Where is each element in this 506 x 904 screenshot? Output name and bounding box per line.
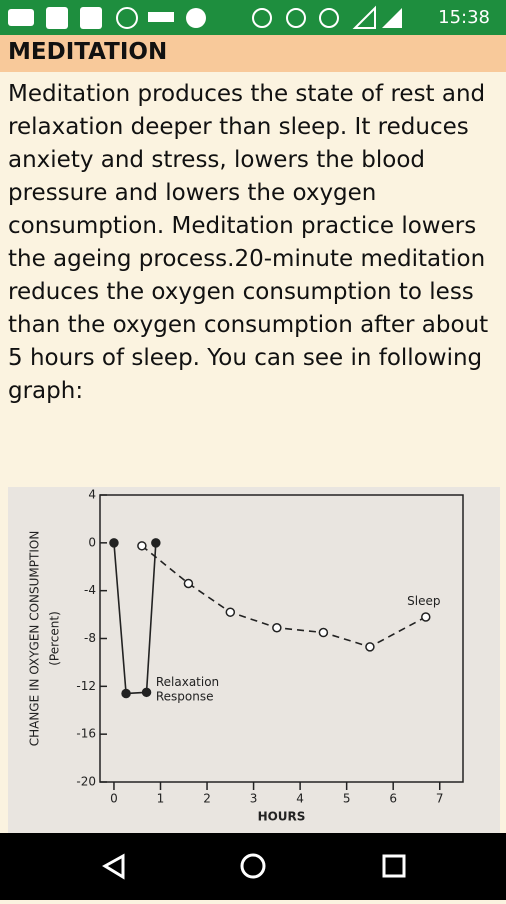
x-tick-label: 1 <box>157 792 165 806</box>
annotation: Relaxation <box>156 675 219 689</box>
clock: 15:38 <box>438 7 490 28</box>
x-tick-label: 6 <box>389 792 397 806</box>
data-point <box>141 687 152 698</box>
y-axis-label: CHANGE IN OXYGEN CONSUMPTION <box>28 531 42 747</box>
annotation: Sleep <box>407 594 440 608</box>
y-tick-label: -20 <box>76 775 96 789</box>
y-tick-label: -12 <box>76 679 96 693</box>
article-text: Meditation produces the state of rest an… <box>8 81 489 404</box>
data-point <box>421 612 431 622</box>
y-axis-label: (Percent) <box>48 611 62 666</box>
x-axis-label: HOURS <box>258 810 306 824</box>
y-tick-label: -16 <box>76 727 96 741</box>
header: MEDITATION <box>0 35 506 72</box>
data-point <box>272 622 282 633</box>
data-point <box>318 627 329 638</box>
recents-button[interactable] <box>382 854 406 878</box>
data-point <box>151 538 161 548</box>
chart: 4 0 -4 -8 -12 -16 -20 0 1 2 3 4 5 6 7 HOURS CHANGE IN OX… <box>8 487 500 833</box>
plot-frame <box>99 494 464 783</box>
annotation: Response <box>156 690 214 704</box>
status-icons <box>8 5 430 29</box>
nav-buttons <box>102 853 406 880</box>
x-tick-label: 4 <box>296 792 304 806</box>
data-point <box>365 642 375 652</box>
series-line <box>113 542 157 695</box>
back-button[interactable] <box>102 853 125 880</box>
y-tick-label: 4 <box>88 488 96 502</box>
data-point <box>109 538 119 548</box>
data-point <box>121 688 131 699</box>
y-tick-label: -4 <box>84 583 96 597</box>
status-bar: 15:38 <box>0 0 506 35</box>
home-button[interactable] <box>240 853 266 879</box>
x-tick-label: 3 <box>250 792 258 806</box>
y-tick-label: -8 <box>84 631 96 645</box>
navigation-bar <box>0 833 506 900</box>
x-tick-label: 5 <box>343 792 351 806</box>
y-tick-label: 0 <box>88 535 96 549</box>
x-tick-label: 7 <box>436 792 444 806</box>
data-point <box>183 578 194 589</box>
series-line <box>141 545 427 648</box>
x-tick-label: 2 <box>203 792 211 806</box>
title: MEDITATION <box>8 39 168 65</box>
data-point <box>137 541 147 551</box>
data-point <box>225 607 236 617</box>
x-tick-label: 0 <box>110 792 118 806</box>
